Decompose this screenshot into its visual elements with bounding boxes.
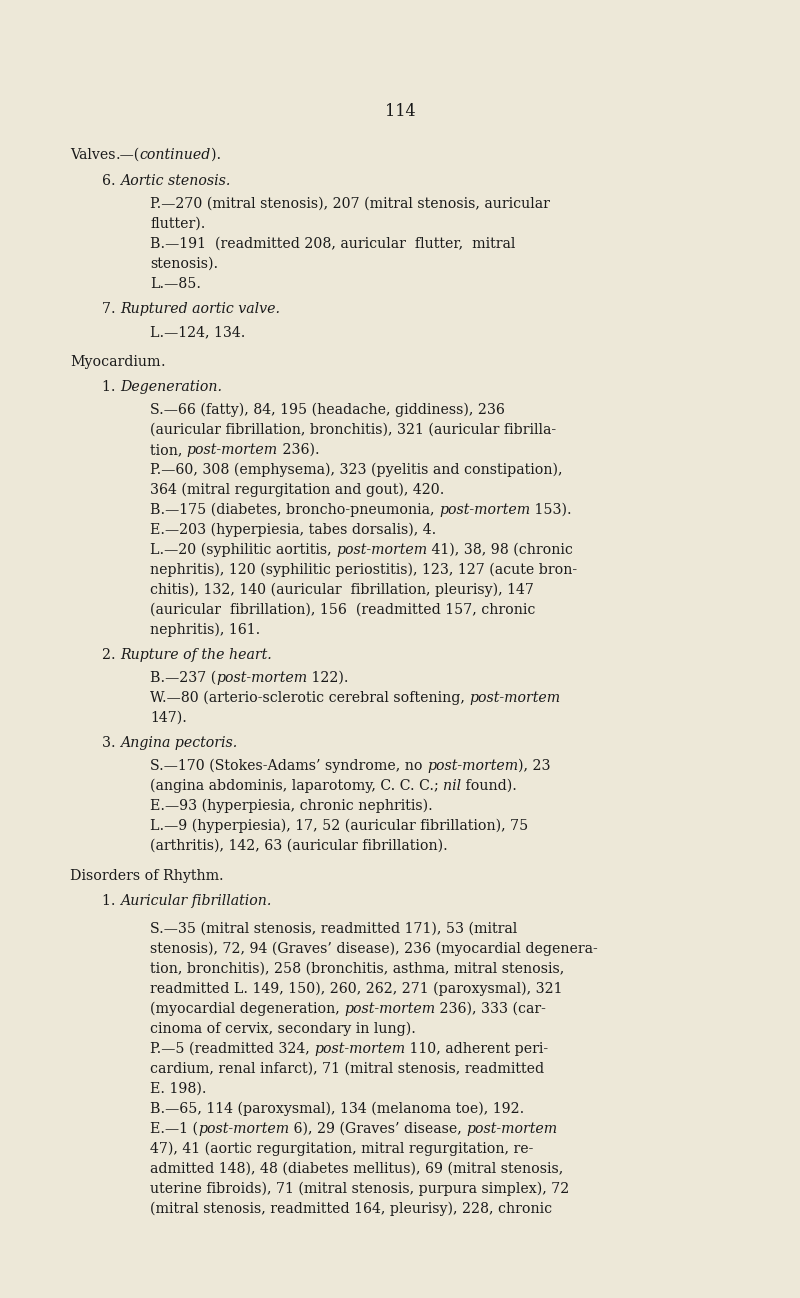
Text: Myocardium: Myocardium [70,354,161,369]
Text: (arthritis), 142, 63 (auricular fibrillation).: (arthritis), 142, 63 (auricular fibrilla… [150,839,448,853]
Text: .—(: .—( [115,148,140,162]
Text: 1.: 1. [102,894,120,909]
Text: 236).: 236). [278,443,320,457]
Text: post-mortem: post-mortem [344,1002,435,1016]
Text: S.—66 (fatty), 84, 195 (headache, giddiness), 236: S.—66 (fatty), 84, 195 (headache, giddin… [150,402,505,418]
Text: readmitted L. 149, 150), 260, 262, 271 (paroxysmal), 321: readmitted L. 149, 150), 260, 262, 271 (… [150,983,562,997]
Text: E. 198).: E. 198). [150,1083,206,1096]
Text: (auricular  fibrillation), 156  (readmitted 157, chronic: (auricular fibrillation), 156 (readmitte… [150,604,535,617]
Text: B.—175 (diabetes, broncho-pneumonia,: B.—175 (diabetes, broncho-pneumonia, [150,504,439,518]
Text: 2.: 2. [102,648,120,662]
Text: 153).: 153). [530,504,572,517]
Text: 47), 41 (aortic regurgitation, mitral regurgitation, re-: 47), 41 (aortic regurgitation, mitral re… [150,1142,534,1157]
Text: L.—85.: L.—85. [150,276,201,291]
Text: Disorders of Rhythm: Disorders of Rhythm [70,868,219,883]
Text: L.—9 (hyperpiesia), 17, 52 (auricular fibrillation), 75: L.—9 (hyperpiesia), 17, 52 (auricular fi… [150,819,528,833]
Text: uterine fibroids), 71 (mitral stenosis, purpura simplex), 72: uterine fibroids), 71 (mitral stenosis, … [150,1182,570,1197]
Text: E.—93 (hyperpiesia, chronic nephritis).: E.—93 (hyperpiesia, chronic nephritis). [150,800,433,814]
Text: tion, bronchitis), 258 (bronchitis, asthma, mitral stenosis,: tion, bronchitis), 258 (bronchitis, asth… [150,962,564,976]
Text: post-mortem: post-mortem [314,1042,406,1057]
Text: post-mortem: post-mortem [198,1121,289,1136]
Text: 7.: 7. [102,302,120,315]
Text: post-mortem: post-mortem [439,504,530,517]
Text: (angina abdominis, laparotomy, C. C. C.;: (angina abdominis, laparotomy, C. C. C.; [150,779,443,793]
Text: Degeneration.: Degeneration. [120,380,222,395]
Text: Auricular fibrillation.: Auricular fibrillation. [120,894,271,909]
Text: (auricular fibrillation, bronchitis), 321 (auricular fibrilla-: (auricular fibrillation, bronchitis), 32… [150,423,556,437]
Text: post-mortem: post-mortem [470,691,561,705]
Text: post-mortem: post-mortem [216,671,307,685]
Text: flutter).: flutter). [150,217,206,231]
Text: 147).: 147). [150,711,187,726]
Text: Rupture of the heart.: Rupture of the heart. [120,648,272,662]
Text: cardium, renal infarct), 71 (mitral stenosis, readmitted: cardium, renal infarct), 71 (mitral sten… [150,1062,544,1076]
Text: found).: found). [462,779,518,793]
Text: post-mortem: post-mortem [427,759,518,774]
Text: L.—20 (syphilitic aortitis,: L.—20 (syphilitic aortitis, [150,543,336,557]
Text: Angina pectoris.: Angina pectoris. [120,736,238,750]
Text: P.—270 (mitral stenosis), 207 (mitral stenosis, auricular: P.—270 (mitral stenosis), 207 (mitral st… [150,197,550,212]
Text: Ruptured aortic valve.: Ruptured aortic valve. [120,302,280,315]
Text: nephritis), 161.: nephritis), 161. [150,623,260,637]
Text: 41), 38, 98 (chronic: 41), 38, 98 (chronic [427,543,573,557]
Text: 3.: 3. [102,736,120,750]
Text: 114: 114 [385,103,415,119]
Text: admitted 148), 48 (diabetes mellitus), 69 (mitral stenosis,: admitted 148), 48 (diabetes mellitus), 6… [150,1162,563,1176]
Text: 236), 333 (car-: 236), 333 (car- [435,1002,546,1016]
Text: ).: ). [211,148,221,162]
Text: .: . [161,354,165,369]
Text: post-mortem: post-mortem [336,543,427,557]
Text: P.—5 (readmitted 324,: P.—5 (readmitted 324, [150,1042,314,1057]
Text: continued: continued [140,148,211,162]
Text: S.—35 (mitral stenosis, readmitted 171), 53 (mitral: S.—35 (mitral stenosis, readmitted 171),… [150,922,518,936]
Text: 6), 29 (Graves’ disease,: 6), 29 (Graves’ disease, [289,1121,466,1136]
Text: B.—191  (readmitted 208, auricular  flutter,  mitral: B.—191 (readmitted 208, auricular flutte… [150,238,515,251]
Text: (myocardial degeneration,: (myocardial degeneration, [150,1002,344,1016]
Text: chitis), 132, 140 (auricular  fibrillation, pleurisy), 147: chitis), 132, 140 (auricular fibrillatio… [150,583,534,597]
Text: W.—80 (arterio-sclerotic cerebral softening,: W.—80 (arterio-sclerotic cerebral soften… [150,691,470,705]
Text: cinoma of cervix, secondary in lung).: cinoma of cervix, secondary in lung). [150,1022,416,1036]
Text: 364 (mitral regurgitation and gout), 420.: 364 (mitral regurgitation and gout), 420… [150,483,444,497]
Text: post-mortem: post-mortem [466,1121,558,1136]
Text: 6.: 6. [102,174,120,188]
Text: P.—60, 308 (emphysema), 323 (pyelitis and constipation),: P.—60, 308 (emphysema), 323 (pyelitis an… [150,463,562,478]
Text: post-mortem: post-mortem [187,443,278,457]
Text: 122).: 122). [307,671,349,685]
Text: nephritis), 120 (syphilitic periostitis), 123, 127 (acute bron-: nephritis), 120 (syphilitic periostitis)… [150,563,577,578]
Text: tion,: tion, [150,443,187,457]
Text: ), 23: ), 23 [518,759,550,774]
Text: 1.: 1. [102,380,120,395]
Text: nil: nil [443,779,462,793]
Text: B.—237 (: B.—237 ( [150,671,216,685]
Text: stenosis).: stenosis). [150,257,218,271]
Text: Aortic stenosis.: Aortic stenosis. [120,174,230,188]
Text: L.—124, 134.: L.—124, 134. [150,324,246,339]
Text: Valves: Valves [70,148,115,162]
Text: stenosis), 72, 94 (Graves’ disease), 236 (myocardial degenera-: stenosis), 72, 94 (Graves’ disease), 236… [150,942,598,957]
Text: E.—203 (hyperpiesia, tabes dorsalis), 4.: E.—203 (hyperpiesia, tabes dorsalis), 4. [150,523,436,537]
Text: (mitral stenosis, readmitted 164, pleurisy), 228, chronic: (mitral stenosis, readmitted 164, pleuri… [150,1202,552,1216]
Text: B.—65, 114 (paroxysmal), 134 (melanoma toe), 192.: B.—65, 114 (paroxysmal), 134 (melanoma t… [150,1102,524,1116]
Text: E.—1 (: E.—1 ( [150,1121,198,1136]
Text: 110, adherent peri-: 110, adherent peri- [406,1042,549,1057]
Text: .: . [219,868,224,883]
Text: S.—170 (Stokes-Adams’ syndrome, no: S.—170 (Stokes-Adams’ syndrome, no [150,759,427,774]
